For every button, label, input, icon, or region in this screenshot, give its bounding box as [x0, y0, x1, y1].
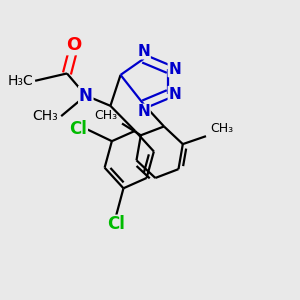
Text: CH₃: CH₃ — [94, 109, 118, 122]
Text: CH₃: CH₃ — [210, 122, 233, 135]
Text: N: N — [137, 44, 150, 59]
Text: CH₃: CH₃ — [32, 109, 58, 123]
Text: N: N — [137, 104, 150, 119]
Text: H₃C: H₃C — [8, 74, 34, 88]
Text: O: O — [67, 37, 82, 55]
Text: Cl: Cl — [69, 120, 87, 138]
Text: N: N — [168, 61, 181, 76]
Text: N: N — [168, 87, 181, 102]
Text: Cl: Cl — [107, 215, 125, 233]
Text: N: N — [79, 86, 93, 104]
